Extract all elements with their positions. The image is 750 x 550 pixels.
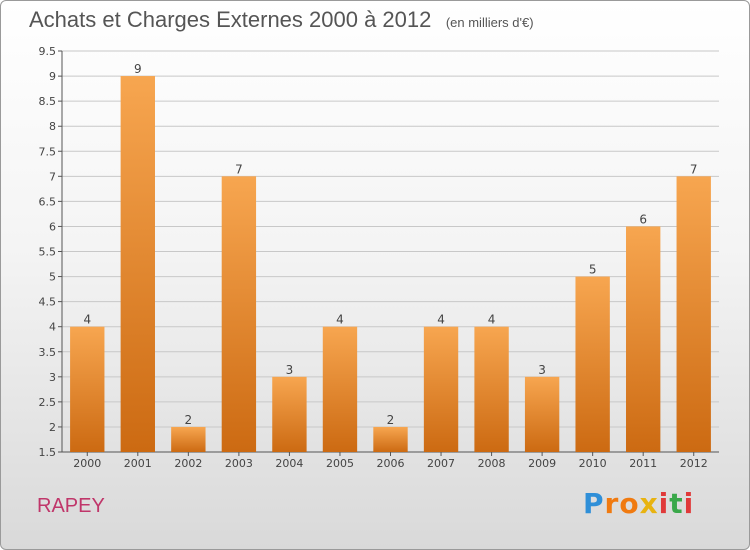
x-tick-label: 2003: [225, 457, 253, 470]
bar-value-label: 2: [185, 413, 193, 427]
bar-value-label: 4: [437, 313, 445, 327]
x-tick-label: 2004: [275, 457, 303, 470]
x-tick-label: 2001: [124, 457, 152, 470]
bar-2000: [70, 326, 105, 452]
bar-2012: [676, 176, 711, 452]
logo-letter: o: [619, 487, 640, 520]
y-tick-label: 5: [49, 271, 56, 284]
y-tick-label: 1.5: [39, 446, 57, 459]
y-tick-label: 6.5: [39, 195, 57, 208]
title-row: Achats et Charges Externes 2000 à 2012 (…: [29, 7, 534, 33]
bar-value-label: 2: [387, 413, 395, 427]
x-tick-label: 2007: [427, 457, 455, 470]
y-tick-label: 4: [49, 321, 56, 334]
logo-letter: i: [683, 487, 695, 520]
bar-2007: [423, 326, 459, 452]
bar-value-label: 3: [286, 363, 294, 377]
y-tick-label: 3: [49, 371, 56, 384]
y-tick-label: 7: [49, 170, 56, 183]
y-tick-label: 9.5: [39, 45, 57, 58]
logo-letter: i: [658, 487, 670, 520]
logo-letter: P: [583, 487, 605, 520]
grid-layer: [58, 50, 719, 456]
x-tick-label: 2008: [478, 457, 506, 470]
logo-letter: r: [604, 487, 620, 520]
bar-value-label: 7: [690, 162, 698, 176]
y-tick-label: 9: [49, 70, 56, 83]
bar-2011: [626, 226, 661, 452]
y-tick-label: 2: [49, 421, 56, 434]
x-tick-label: 2002: [174, 457, 202, 470]
chart-unit: (en milliers d'€): [445, 15, 534, 30]
bar-2002: [171, 426, 206, 452]
bar-2009: [524, 376, 560, 452]
y-tick-label: 7.5: [39, 145, 57, 158]
x-tick-label: 2000: [73, 457, 101, 470]
bar-2006: [373, 426, 408, 452]
y-tick-label: 2.5: [39, 396, 57, 409]
bar-2008: [474, 326, 509, 452]
y-tick-label: 6: [49, 220, 56, 233]
bar-2004: [272, 376, 307, 452]
bar-value-label: 4: [83, 313, 91, 327]
label-layer: 1.5 2 2.5 3 3.5 4 4.5 5 5.5 6 6.5 7 7.5 8 8.5 9 9.5 4 2000…: [39, 45, 708, 470]
x-tick-label: 2005: [326, 457, 354, 470]
bar-2001: [120, 76, 155, 452]
x-tick-label: 2011: [629, 457, 657, 470]
bar-value-label: 5: [589, 263, 597, 277]
y-tick-label: 5.5: [39, 246, 57, 259]
bar-value-label: 6: [639, 212, 647, 226]
bar-value-label: 7: [235, 162, 243, 176]
bar-value-label: 4: [488, 313, 496, 327]
bar-2005: [322, 326, 358, 452]
y-tick-label: 3.5: [39, 346, 57, 359]
bar-2003: [221, 176, 257, 452]
bar-2010: [575, 276, 610, 452]
y-tick-label: 8.5: [39, 95, 57, 108]
logo-letter: x: [639, 487, 659, 520]
x-tick-label: 2009: [528, 457, 556, 470]
bar-value-label: 4: [336, 313, 344, 327]
x-tick-label: 2010: [579, 457, 607, 470]
chart-title: Achats et Charges Externes 2000 à 2012: [29, 7, 432, 32]
town-name: RAPEY: [37, 495, 105, 517]
logo-letter: t: [669, 487, 684, 520]
x-tick-label: 2006: [377, 457, 405, 470]
y-tick-label: 4.5: [39, 296, 57, 309]
bar-layer: [70, 76, 711, 452]
proxiti-logo[interactable]: Proxiti: [583, 487, 694, 520]
bar-value-label: 3: [538, 363, 546, 377]
bar-value-label: 9: [134, 62, 142, 76]
y-tick-label: 8: [49, 120, 56, 133]
x-tick-label: 2012: [680, 457, 708, 470]
